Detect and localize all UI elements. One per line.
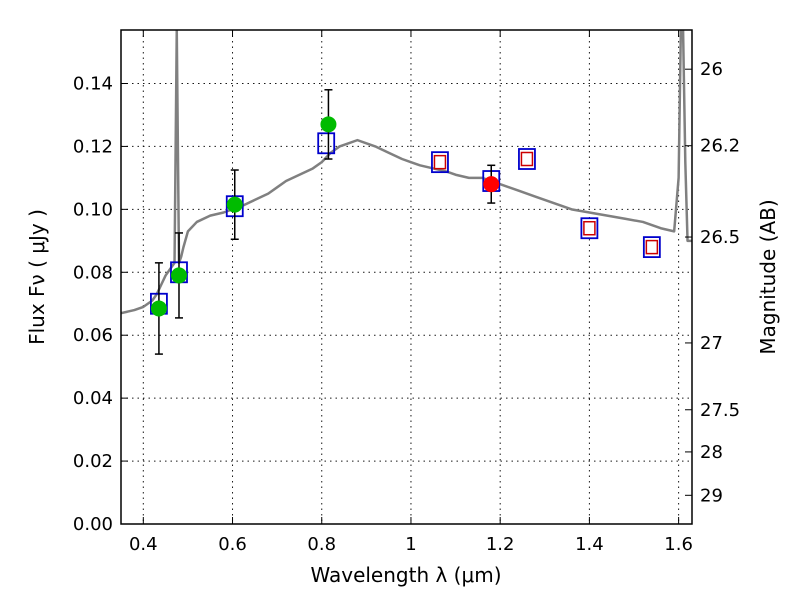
y2-tick-label: 26 — [700, 59, 723, 80]
y-tick-label: 0.06 — [73, 325, 113, 346]
y-tick-label: 0.08 — [73, 262, 113, 283]
limit-square-marker — [433, 154, 447, 170]
y2-tick-label: 29 — [700, 485, 723, 506]
plot-frame — [120, 29, 693, 525]
x-tick-label: 1.2 — [486, 534, 515, 555]
observed-point — [150, 300, 167, 317]
y-tick-label: 0.04 — [73, 388, 113, 409]
model-square-marker — [317, 132, 336, 155]
observed-point — [226, 196, 243, 213]
y2-tick-label: 26.2 — [700, 136, 740, 157]
y2-tick-label: 28 — [700, 442, 723, 463]
y2-tick-label: 27.5 — [700, 400, 740, 421]
plot-area — [121, 30, 692, 355]
observed-point — [170, 267, 187, 284]
model-square-marker — [642, 236, 661, 259]
x-axis-title: Wavelength λ (μm) — [310, 563, 501, 587]
x-tick-label: 1.4 — [575, 534, 604, 555]
spectrum-line — [121, 30, 692, 315]
x-tick-label: 0.6 — [218, 534, 247, 555]
x-tick-label: 0.4 — [129, 534, 158, 555]
y-axis-title: Flux Fν ( μJy ) — [25, 209, 49, 345]
y-tick-label: 0.10 — [73, 199, 113, 220]
y-tick-label: 0.14 — [73, 73, 113, 94]
observed-point — [320, 116, 337, 133]
x-tick-label: 0.8 — [307, 534, 336, 555]
limit-square-marker — [583, 220, 596, 236]
y2-tick-label: 27 — [700, 333, 723, 354]
y-tick-label: 0.12 — [73, 136, 113, 157]
limit-square-marker — [645, 239, 659, 255]
y2-axis-title: Magnitude (AB) — [756, 199, 780, 354]
detection-point — [483, 176, 500, 193]
y2-tick-label: 26.5 — [700, 227, 740, 248]
model-square-marker — [580, 217, 599, 240]
model-square-marker — [518, 148, 536, 170]
y-tick-label: 0.02 — [73, 451, 113, 472]
x-tick-label: 1 — [405, 534, 416, 555]
model-square-marker — [431, 151, 449, 174]
ticks: 0.4 0.6 0.8 1 1.2 1.4 1.6 0.00 0.02 0.04 0.06 0.08 0… — [73, 30, 740, 555]
x-tick-label: 1.6 — [664, 534, 693, 555]
y-tick-label: 0.00 — [73, 514, 113, 535]
limit-square-marker — [520, 151, 534, 167]
